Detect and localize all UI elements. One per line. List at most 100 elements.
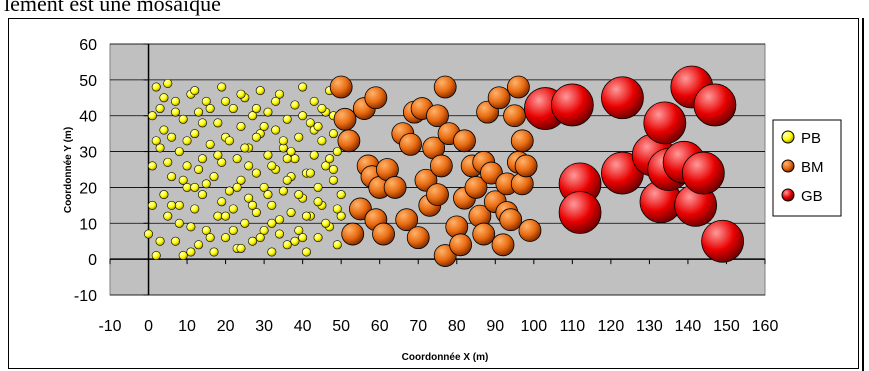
- point-pb: [221, 233, 231, 243]
- point-pb: [151, 251, 161, 261]
- point-pb: [209, 172, 219, 182]
- point-pb: [267, 218, 277, 228]
- point-pb: [251, 132, 261, 142]
- point-gb: [558, 191, 602, 234]
- point-bm: [503, 104, 526, 128]
- point-pb: [313, 121, 323, 131]
- point-pb: [236, 121, 246, 131]
- point-pb: [294, 132, 304, 142]
- point-pb: [221, 211, 231, 221]
- point-pb: [267, 161, 277, 171]
- point-pb: [155, 143, 165, 153]
- legend-label-bm: BM: [801, 159, 824, 176]
- y-tick-label: 50: [79, 73, 97, 90]
- y-tick-label: 10: [79, 216, 97, 233]
- point-pb: [267, 200, 277, 210]
- y-tick-label: 60: [79, 37, 97, 54]
- legend-label-pb: PB: [801, 130, 821, 147]
- point-pb: [201, 96, 211, 106]
- point-pb: [209, 247, 219, 257]
- right-edge-line: [862, 18, 864, 371]
- point-pb: [194, 240, 204, 250]
- point-pb: [290, 236, 300, 246]
- point-pb: [259, 182, 269, 192]
- point-pb: [313, 182, 323, 192]
- point-pb: [305, 118, 315, 128]
- point-pb: [240, 143, 250, 153]
- point-pb: [228, 204, 238, 214]
- point-pb: [332, 147, 342, 157]
- point-pb: [282, 114, 292, 124]
- x-tick-label: 0: [144, 318, 153, 335]
- point-pb: [236, 89, 246, 99]
- point-pb: [298, 82, 308, 92]
- point-pb: [251, 168, 261, 178]
- point-gb: [601, 76, 644, 120]
- legend: PB BM GB: [772, 119, 842, 217]
- point-bm: [507, 75, 530, 99]
- point-pb: [259, 121, 269, 131]
- point-bm: [364, 86, 388, 110]
- point-pb: [263, 190, 273, 200]
- point-pb: [171, 96, 181, 106]
- point-pb: [244, 193, 254, 203]
- point-pb: [197, 118, 207, 128]
- point-pb: [217, 82, 227, 92]
- point-pb: [224, 136, 234, 146]
- point-pb: [174, 218, 184, 228]
- point-pb: [255, 233, 265, 243]
- point-gb: [643, 101, 687, 145]
- point-bm: [510, 129, 534, 153]
- point-pb: [147, 111, 157, 121]
- point-pb: [336, 190, 346, 200]
- point-pb: [178, 251, 188, 261]
- point-pb: [313, 197, 323, 207]
- point-bm: [341, 222, 365, 246]
- point-bm: [333, 107, 357, 131]
- point-pb: [171, 236, 181, 246]
- point-pb: [167, 132, 177, 142]
- point-pb: [251, 208, 261, 218]
- point-pb: [167, 172, 177, 182]
- x-tick-label: 120: [598, 318, 625, 335]
- point-pb: [275, 89, 285, 99]
- point-pb: [263, 150, 273, 160]
- point-pb: [221, 96, 231, 106]
- point-pb: [178, 175, 188, 185]
- point-pb: [159, 93, 169, 103]
- legend-marker-bm: [781, 159, 795, 173]
- point-pb: [190, 182, 200, 192]
- point-pb: [194, 107, 204, 117]
- point-pb: [305, 168, 315, 178]
- point-bm: [453, 129, 476, 153]
- point-pb: [151, 136, 161, 146]
- point-pb: [259, 225, 269, 235]
- point-pb: [174, 147, 184, 157]
- point-bm: [499, 208, 523, 232]
- data-points: [144, 65, 745, 267]
- point-gb: [550, 83, 594, 127]
- chart-frame: [8, 18, 859, 369]
- point-pb: [286, 147, 296, 157]
- point-bm: [514, 154, 538, 178]
- point-pb: [190, 204, 200, 214]
- point-pb: [224, 186, 234, 196]
- point-pb: [144, 229, 154, 239]
- point-pb: [294, 190, 304, 200]
- point-pb: [186, 247, 196, 257]
- x-axis-title: Coordonnée X (m): [402, 352, 489, 363]
- point-pb: [186, 222, 196, 232]
- point-gb: [701, 219, 745, 263]
- point-pb: [213, 150, 223, 160]
- x-tick-label: 150: [713, 318, 740, 335]
- point-bm: [464, 176, 488, 199]
- point-pb: [290, 100, 300, 110]
- point-pb: [282, 154, 292, 164]
- point-pb: [298, 111, 308, 121]
- point-pb: [332, 204, 342, 214]
- x-tick-label: 30: [255, 318, 273, 335]
- point-pb: [332, 240, 342, 250]
- x-tick-label: -10: [98, 318, 121, 335]
- legend-marker-pb: [781, 130, 795, 144]
